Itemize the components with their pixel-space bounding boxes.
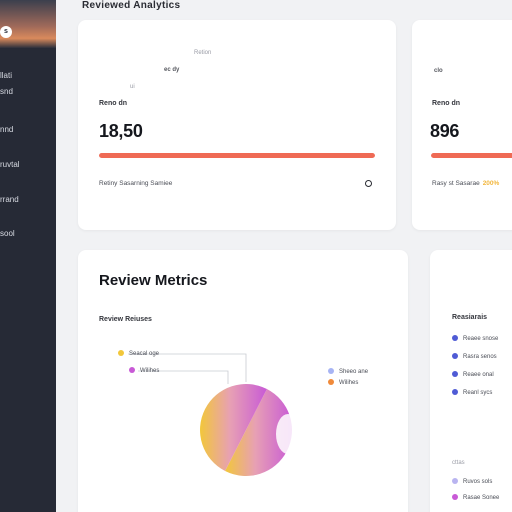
leader-line-1 (128, 353, 247, 382)
pie-slice-1[interactable] (225, 389, 292, 476)
kpi-label: Reno dn (432, 100, 460, 107)
kpi-hint-mid: ec dy (164, 67, 180, 73)
legend-label: Wilihes (339, 380, 359, 386)
list-bullet (452, 353, 458, 360)
list-bullet (452, 494, 458, 501)
side-panel-title: Reasiarais (452, 314, 488, 321)
kpi-footer-accent: 200% (482, 180, 500, 187)
pie-slice-2[interactable] (200, 384, 267, 471)
list-bullet (452, 389, 458, 396)
list-item-label: Rasae Sonee (463, 495, 500, 501)
list-bullet (452, 335, 458, 342)
sidebar-item-1[interactable]: llati (0, 71, 13, 80)
legend-label: Seacal oge (129, 351, 160, 357)
sidebar: s llati snd nnd ruvtal rrand sool (0, 0, 56, 512)
kpi-hint-small: ui (130, 84, 135, 90)
side-panel-card: Reasiarais Reaee snose Rasra senos Reaee… (430, 250, 512, 512)
list-item-label: Rasra senos (463, 354, 497, 360)
legend-swatch (328, 368, 334, 375)
sidebar-item-3[interactable]: nnd (0, 125, 14, 134)
list-item[interactable]: Rasra senos (452, 348, 498, 366)
sidebar-item-5[interactable]: rrand (0, 195, 19, 204)
legend-right: Sheeo ane Wilihes (328, 367, 368, 389)
kpi-value: 18,50 (99, 121, 143, 141)
kpi-footer-text: Rasy st Sasarae (432, 180, 480, 187)
page-title: Reviewed Analytics (82, 0, 181, 11)
logo-icon[interactable]: s (0, 26, 12, 38)
list-item-label: Reaee onal (463, 372, 494, 378)
legend-swatch (118, 350, 124, 357)
kpi-progress-bar (99, 153, 375, 158)
kpi-hint-mid: clo (434, 68, 443, 74)
list-item[interactable]: Rasae Sonee (452, 490, 499, 506)
legend-item: Wilihes (129, 363, 159, 380)
info-icon[interactable] (365, 180, 372, 187)
sidebar-item-2[interactable]: snd (0, 87, 13, 96)
sidebar-item-4[interactable]: ruvtal (0, 160, 20, 169)
kpi-footer: Rasy st Sasarae 200% (432, 180, 499, 187)
review-metrics-card: Review Metrics Review Reiuses Seacal oge… (78, 250, 408, 512)
pie-chart (128, 353, 300, 476)
kpi-label: Reno dn (99, 100, 127, 107)
kpi-card-2: clo Reno dn 896 Rasy st Sasarae 200% (412, 20, 512, 230)
legend-label: Wilihes (140, 368, 160, 374)
side-panel-list: Reaee snose Rasra senos Reaee onal Reanl… (452, 330, 498, 402)
leader-line-2 (138, 370, 229, 384)
list-item-label: Reaee snose (463, 336, 499, 342)
list-bullet (452, 371, 458, 378)
legend-label: Sheeo ane (339, 369, 369, 375)
kpi-progress-fill (431, 153, 512, 158)
list-item[interactable]: Reanl sycs (452, 384, 498, 402)
legend-item: Seacal oge (118, 346, 159, 363)
legend-swatch (328, 379, 334, 386)
side-panel-bottom-list: Ruvos sols Rasae Sonee (452, 474, 499, 506)
sidebar-header (0, 0, 56, 48)
list-bullet (452, 478, 458, 485)
sidebar-item-6[interactable]: sool (0, 229, 15, 238)
legend-left: Seacal oge Wilihes (118, 346, 159, 380)
kpi-hint-top: Retion (194, 50, 212, 56)
list-item[interactable]: Reaee snose (452, 330, 498, 348)
list-item[interactable]: Ruvos sols (452, 474, 499, 490)
section-title: Review Metrics (99, 272, 208, 289)
kpi-progress-bar (431, 153, 512, 158)
list-item-label: Reanl sycs (463, 390, 493, 396)
legend-item: Sheeo ane (328, 367, 368, 378)
kpi-value: 896 (430, 121, 460, 141)
list-item[interactable]: Reaee onal (452, 366, 498, 384)
pie-highlight (276, 414, 300, 454)
chart-subtitle: Review Reiuses (99, 316, 152, 323)
kpi-card-1: Retion ec dy ui Reno dn 18,50 Retiny Sas… (78, 20, 396, 230)
kpi-progress-fill (99, 153, 375, 158)
side-panel-hint: cttas (452, 460, 465, 466)
kpi-footer: Retiny Sasarning Samiee (99, 180, 173, 187)
list-item-label: Ruvos sols (463, 479, 493, 485)
legend-item: Wilihes (328, 378, 368, 389)
legend-swatch (129, 367, 135, 374)
